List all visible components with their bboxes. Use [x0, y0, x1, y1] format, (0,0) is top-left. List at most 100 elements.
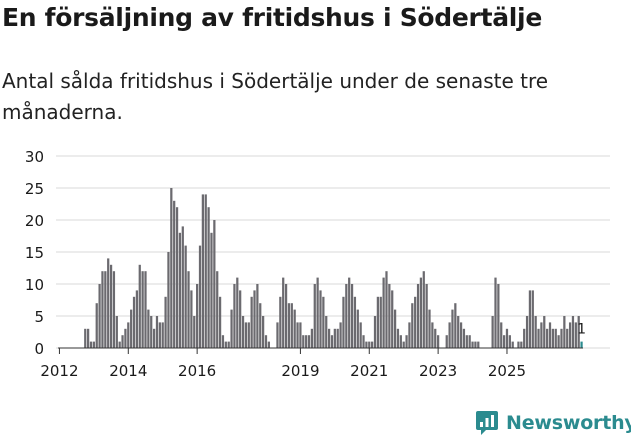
bar — [167, 252, 170, 348]
bar — [411, 303, 414, 348]
bar — [459, 322, 463, 348]
bar — [155, 316, 159, 348]
bar — [302, 335, 305, 348]
bar — [563, 316, 566, 348]
bar — [399, 335, 402, 348]
bar — [253, 290, 256, 348]
bar — [468, 335, 471, 348]
bar — [327, 328, 331, 348]
bar — [316, 277, 319, 348]
bar — [213, 220, 216, 348]
bar — [437, 335, 440, 348]
bar — [267, 341, 270, 348]
bar — [98, 284, 101, 348]
bar — [356, 309, 359, 348]
bar — [325, 316, 328, 348]
bar — [319, 290, 322, 348]
y-tick-label: 15 — [25, 244, 44, 262]
bar — [434, 328, 437, 348]
bar — [353, 296, 357, 348]
brand-name: Newsworthy — [506, 412, 631, 434]
bar — [508, 335, 511, 348]
bar — [451, 309, 454, 348]
bar — [107, 258, 110, 348]
bar — [141, 271, 144, 348]
bar — [557, 335, 560, 348]
bar — [175, 207, 179, 348]
bar — [477, 341, 480, 348]
bar — [368, 341, 371, 348]
bar — [184, 245, 187, 348]
bar — [118, 341, 121, 348]
chart-title: En försäljning av fritidshus i Södertälj… — [2, 3, 542, 32]
bar — [147, 309, 150, 348]
bar — [448, 322, 451, 348]
y-tick-label: 0 — [34, 340, 44, 358]
bar — [296, 322, 299, 348]
bar — [520, 341, 523, 348]
bar — [548, 322, 552, 348]
bar — [196, 284, 199, 348]
bar — [362, 335, 365, 348]
bar — [173, 200, 176, 348]
bar — [152, 328, 156, 348]
bar — [207, 207, 210, 348]
bar — [371, 341, 374, 348]
x-tick-label: 2021 — [350, 362, 388, 380]
bar — [87, 328, 90, 348]
bar — [135, 290, 139, 348]
bar — [523, 328, 526, 348]
bar — [365, 341, 368, 348]
bar — [290, 303, 293, 348]
bar — [127, 322, 130, 348]
bar — [322, 296, 325, 348]
bar — [534, 316, 537, 348]
bar — [505, 328, 509, 348]
bar — [244, 322, 248, 348]
bar — [193, 316, 196, 348]
bar — [279, 296, 282, 348]
bar — [408, 322, 411, 348]
bar — [419, 277, 423, 348]
bar — [170, 188, 173, 348]
bar — [299, 322, 302, 348]
bar — [158, 322, 161, 348]
bar — [256, 284, 259, 348]
y-tick-label: 25 — [25, 180, 44, 198]
bar — [164, 296, 167, 348]
bar — [287, 303, 291, 348]
bar — [525, 316, 529, 348]
bar — [247, 322, 250, 348]
bar — [336, 328, 339, 348]
bar — [262, 316, 265, 348]
bar — [115, 316, 118, 348]
bar — [345, 284, 348, 348]
bar — [350, 284, 354, 348]
bar — [121, 335, 124, 348]
bar — [445, 335, 448, 348]
bar — [425, 284, 428, 348]
bar — [178, 232, 182, 348]
chart-subtitle: Antal sålda fritidshus i Södertälje unde… — [2, 69, 549, 124]
bar — [239, 290, 242, 348]
bar — [431, 322, 434, 348]
bar — [95, 303, 98, 348]
bar-latest — [580, 341, 583, 348]
bar — [531, 290, 534, 348]
bar — [402, 341, 405, 348]
y-tick-label: 30 — [25, 148, 44, 166]
bar — [540, 322, 543, 348]
bar — [537, 328, 540, 348]
bar — [161, 322, 164, 348]
bar — [230, 309, 233, 348]
bar — [376, 296, 379, 348]
bar — [359, 322, 362, 348]
bar — [560, 328, 563, 348]
bar — [382, 277, 385, 348]
bar — [465, 335, 468, 348]
bar — [250, 296, 253, 348]
bar — [551, 328, 554, 348]
bar — [528, 290, 532, 348]
bar — [422, 271, 425, 348]
